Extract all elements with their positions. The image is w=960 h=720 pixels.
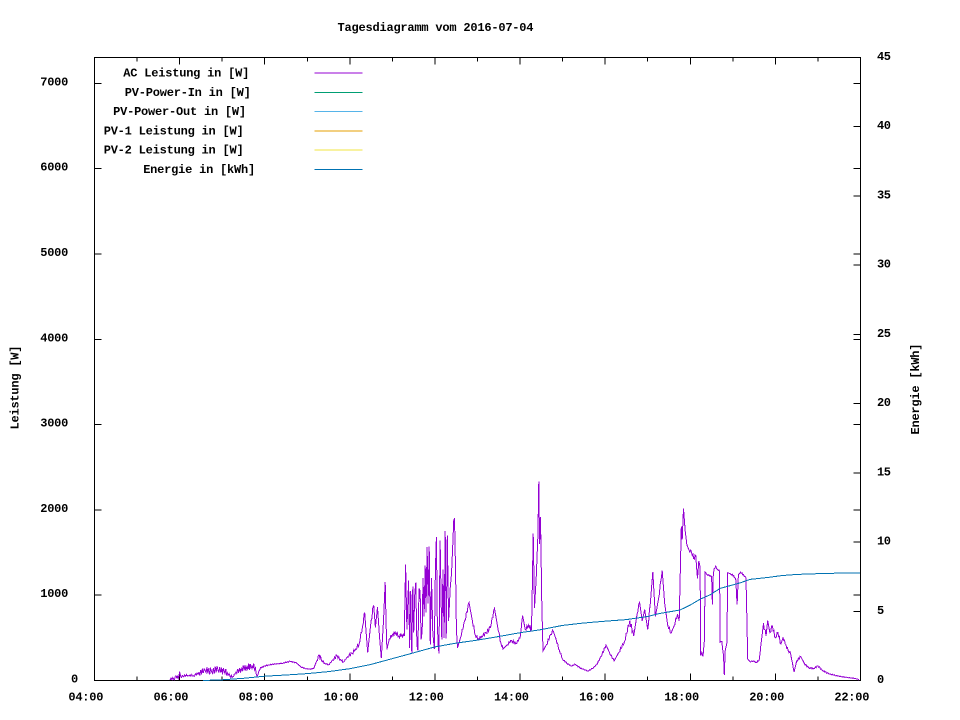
svg-text:5: 5 [877,604,884,618]
svg-text:Energie [kWh]: Energie [kWh] [909,344,923,435]
svg-text:PV-Power-Out in [W]: PV-Power-Out in [W] [113,105,246,119]
svg-text:12:00: 12:00 [409,691,444,705]
svg-text:40: 40 [877,119,891,133]
svg-text:06:00: 06:00 [154,691,189,705]
svg-text:Energie in [kWh]: Energie in [kWh] [143,163,255,177]
svg-text:04:00: 04:00 [68,691,103,705]
svg-text:0: 0 [877,673,884,687]
svg-text:20: 20 [877,396,891,410]
svg-text:35: 35 [877,188,891,202]
svg-text:PV-1 Leistung in [W]: PV-1 Leistung in [W] [104,124,244,138]
svg-text:2000: 2000 [40,502,68,516]
svg-text:Leistung [W]: Leistung [W] [9,346,23,430]
svg-text:22:00: 22:00 [834,691,869,705]
svg-text:10:00: 10:00 [324,691,359,705]
svg-text:30: 30 [877,258,891,272]
svg-text:20:00: 20:00 [749,691,784,705]
svg-text:16:00: 16:00 [579,691,614,705]
svg-text:PV-2 Leistung in [W]: PV-2 Leistung in [W] [104,144,244,158]
svg-text:1000: 1000 [40,587,68,601]
svg-text:Tagesdiagramm vom 2016-07-04: Tagesdiagramm vom 2016-07-04 [338,21,534,35]
svg-text:25: 25 [877,327,891,341]
svg-text:3000: 3000 [40,417,68,431]
svg-text:0: 0 [71,673,78,687]
svg-text:AC Leistung in [W]: AC Leistung in [W] [123,67,249,81]
svg-text:5000: 5000 [40,246,68,260]
svg-text:15: 15 [877,465,891,479]
svg-text:4000: 4000 [40,331,68,345]
svg-text:08:00: 08:00 [239,691,274,705]
svg-text:PV-Power-In in [W]: PV-Power-In in [W] [125,86,251,100]
svg-text:7000: 7000 [40,75,68,89]
svg-text:6000: 6000 [40,161,68,175]
svg-text:10: 10 [877,535,891,549]
svg-text:14:00: 14:00 [494,691,529,705]
svg-text:18:00: 18:00 [664,691,699,705]
svg-text:45: 45 [877,50,891,64]
